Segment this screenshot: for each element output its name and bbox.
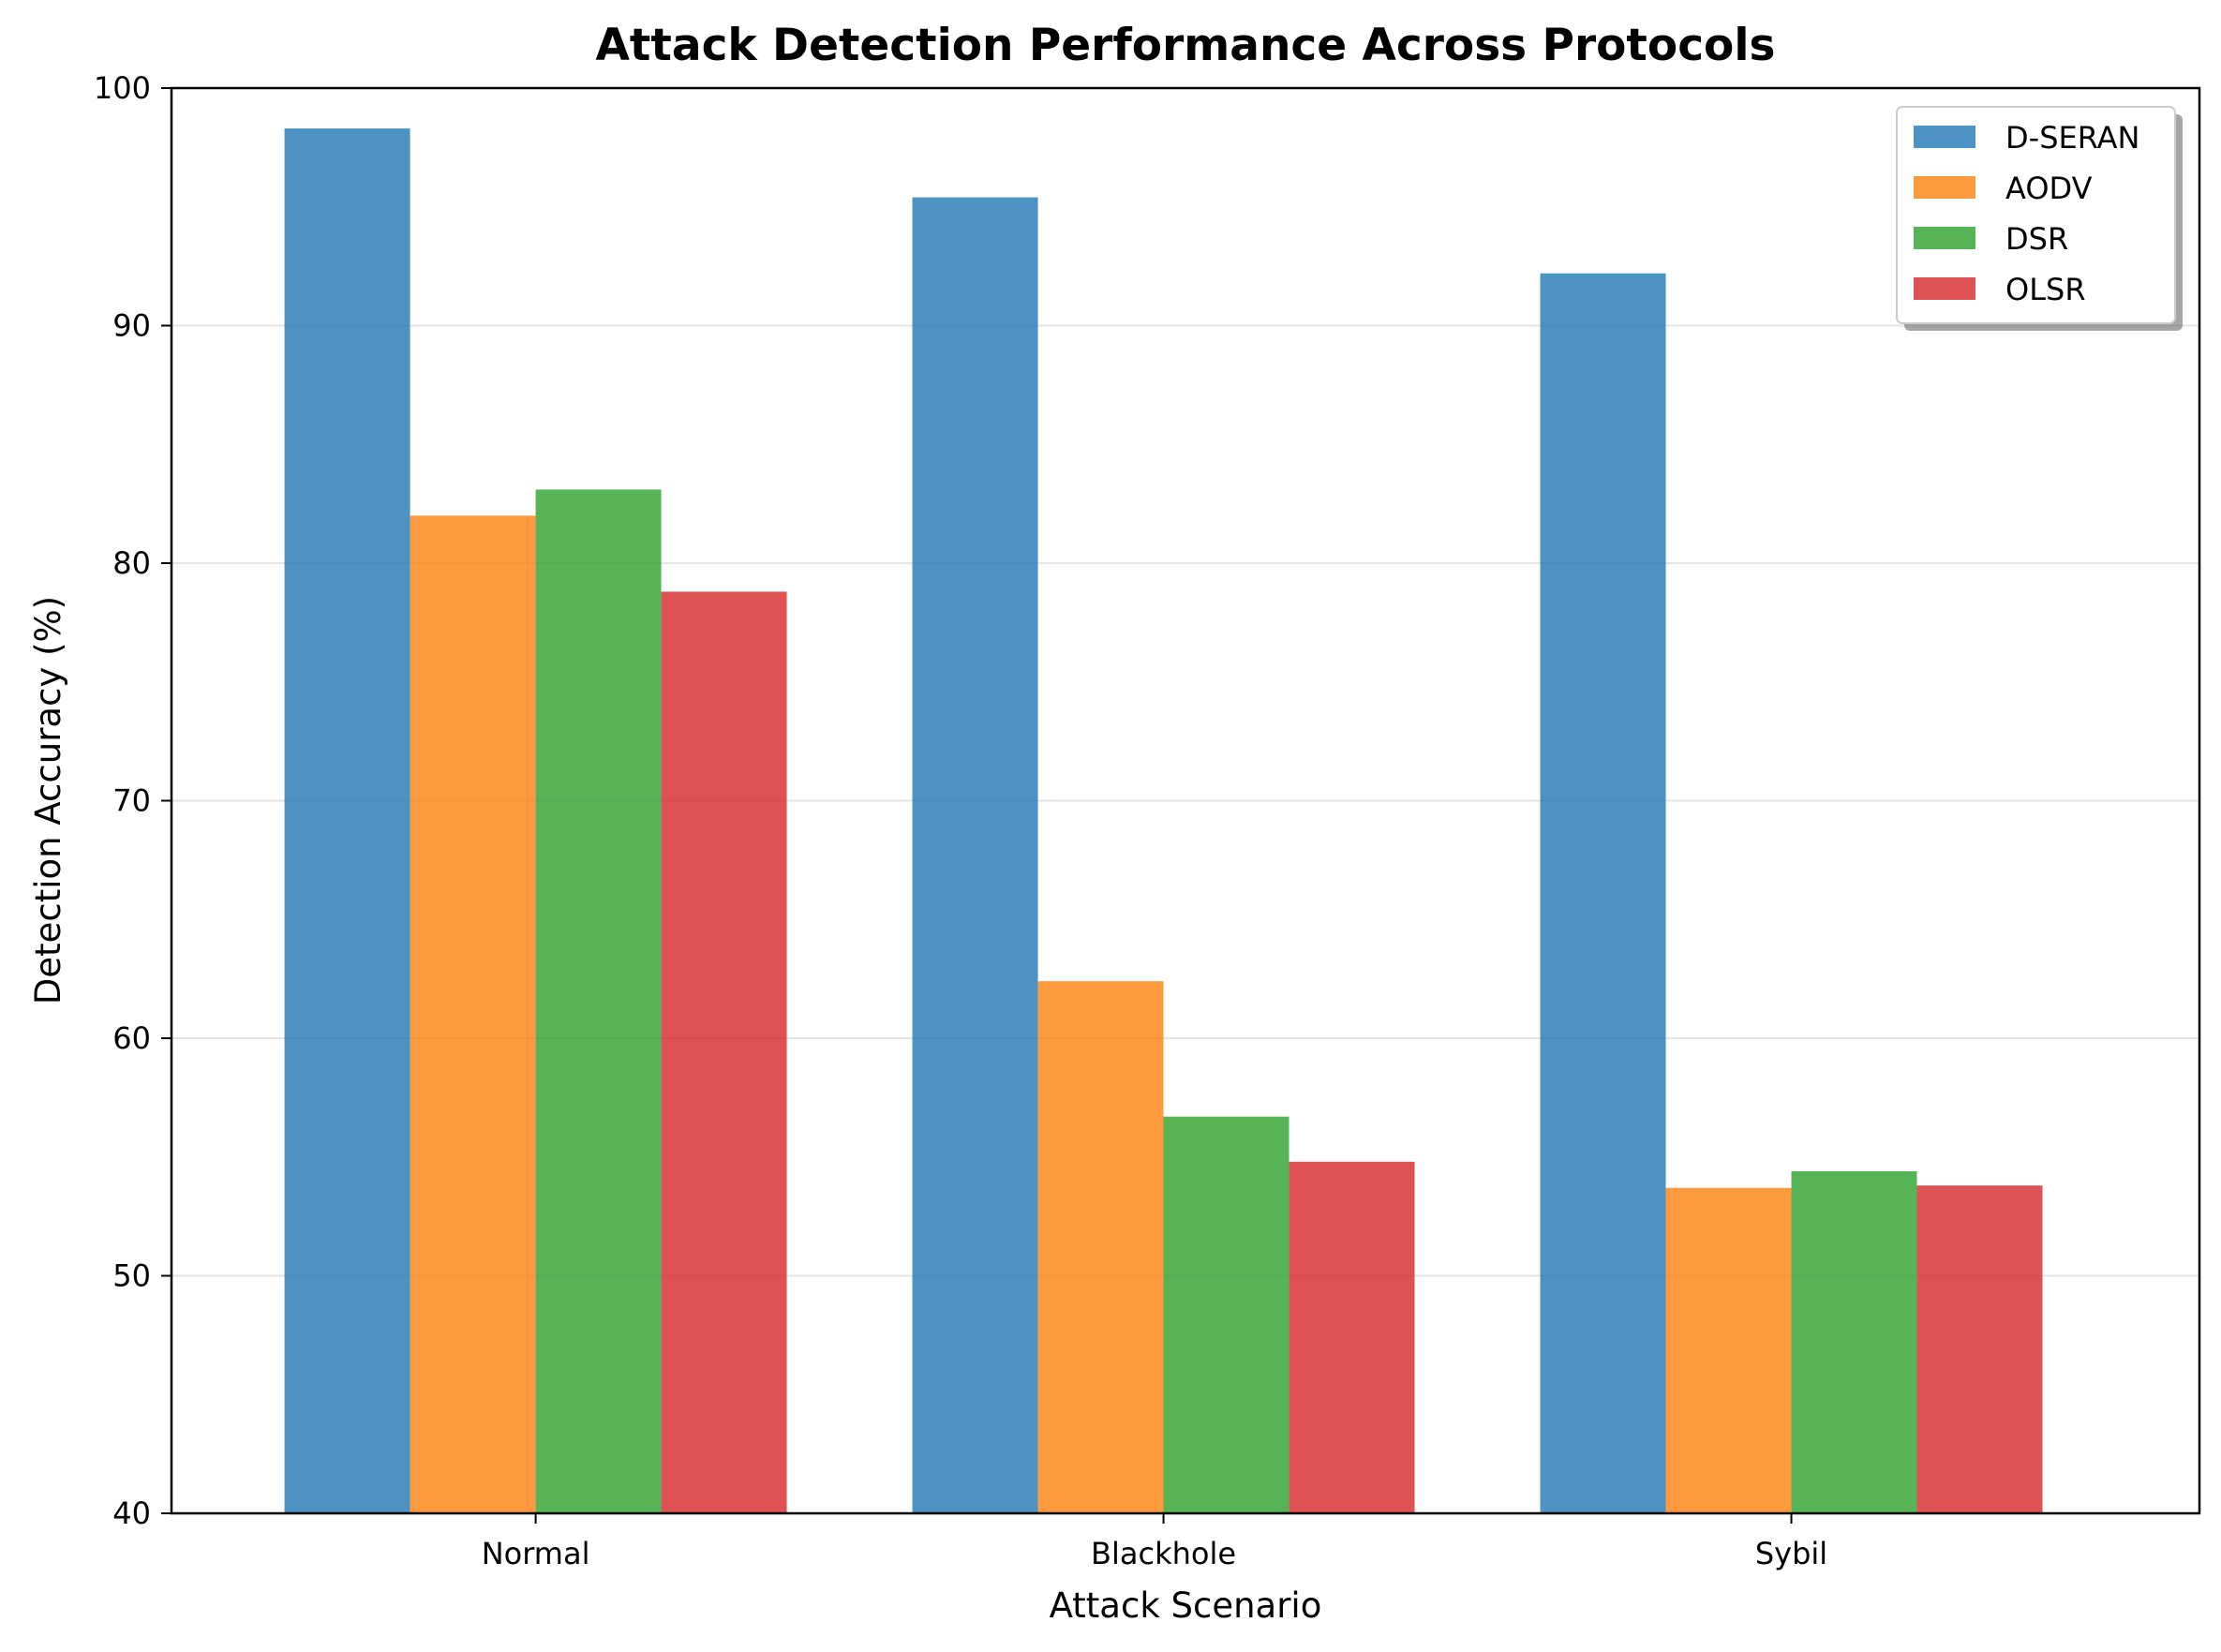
bar-d-seran-normal xyxy=(284,128,410,1514)
chart-title: Attack Detection Performance Across Prot… xyxy=(596,20,1776,71)
y-tick-label-80: 80 xyxy=(112,545,151,581)
legend-label-aodv: AODV xyxy=(2005,171,2093,206)
bar-aodv-blackhole xyxy=(1037,981,1164,1513)
bar-olsr-normal xyxy=(661,591,787,1513)
bar-olsr-sybil xyxy=(1916,1185,2043,1513)
y-tick-label-70: 70 xyxy=(112,783,151,819)
x-tick-label-sybil: Sybil xyxy=(1755,1536,1827,1571)
bar-dsr-sybil xyxy=(1791,1170,1917,1513)
y-axis-label: Detection Accuracy (%) xyxy=(28,596,68,1005)
plot-area xyxy=(170,86,2201,1515)
bars xyxy=(284,128,2043,1514)
x-tick-label-normal: Normal xyxy=(482,1536,590,1571)
y-tick-label-90: 90 xyxy=(112,308,151,344)
bar-d-seran-sybil xyxy=(1540,273,1666,1514)
legend-label-d-seran: D-SERAN xyxy=(2005,120,2139,156)
x-axis-label: Attack Scenario xyxy=(1050,1585,1322,1626)
y-tick-label-100: 100 xyxy=(94,70,151,106)
bar-olsr-blackhole xyxy=(1289,1161,1415,1513)
x-tick-label-blackhole: Blackhole xyxy=(1091,1536,1236,1571)
y-tick-label-60: 60 xyxy=(112,1020,151,1056)
bar-aodv-sybil xyxy=(1665,1187,1792,1513)
bar-dsr-normal xyxy=(535,489,662,1513)
y-tick-label-40: 40 xyxy=(112,1496,151,1531)
bar-aodv-normal xyxy=(410,515,536,1513)
bar-dsr-blackhole xyxy=(1163,1116,1289,1513)
legend-entries: D-SERAN AODV DSR OLSR xyxy=(1914,120,2139,307)
bar-d-seran-blackhole xyxy=(912,197,1038,1514)
legend-label-olsr: OLSR xyxy=(2005,272,2086,307)
legend-box xyxy=(1896,106,2176,324)
legend-swatch-olsr xyxy=(1914,277,1975,300)
legend-swatch-aodv xyxy=(1914,176,1975,199)
legend-swatch-d-seran xyxy=(1914,126,1975,148)
y-axis: 40 50 60 70 80 90 100 xyxy=(94,70,171,1531)
x-axis: Normal Blackhole Sybil xyxy=(482,1513,1827,1571)
legend-swatch-dsr xyxy=(1914,227,1975,249)
legend: D-SERAN AODV DSR OLSR xyxy=(1896,106,2183,331)
y-tick-label-50: 50 xyxy=(112,1258,151,1294)
legend-label-dsr: DSR xyxy=(2005,221,2068,257)
